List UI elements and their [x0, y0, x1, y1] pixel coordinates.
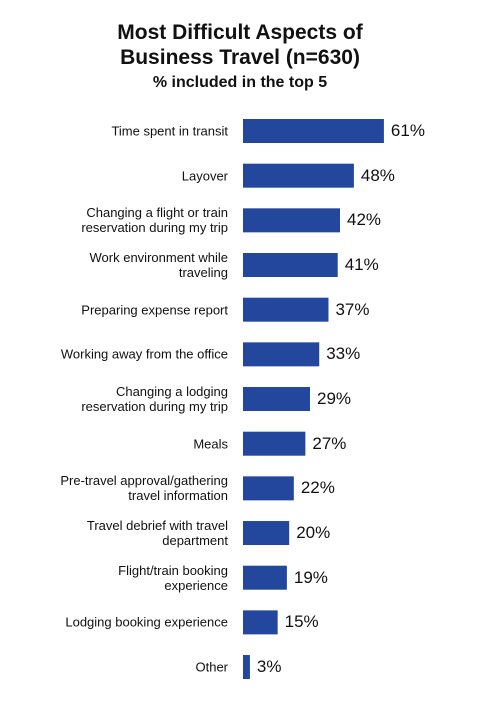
value-label: 42% [347, 210, 382, 230]
bar [243, 253, 338, 278]
value-label: 29% [316, 389, 352, 409]
value-label: 37% [335, 299, 370, 319]
category-label: Lodging booking experience [65, 614, 228, 630]
value-label: 48% [360, 165, 395, 185]
bar [243, 655, 250, 680]
bar [243, 342, 320, 367]
bar [243, 610, 278, 635]
chart-subtitle: % included in the top 5 [152, 74, 328, 91]
bar [243, 387, 310, 412]
category-label: Travel debrief with travel department [86, 518, 228, 549]
category-label: Work environment while traveling [89, 250, 228, 280]
bar [243, 431, 306, 456]
category-label: Changing a flight or train reservation d… [81, 205, 228, 236]
bar [243, 521, 290, 546]
bar [243, 163, 354, 188]
value-label: 22% [300, 478, 335, 498]
category-label: Working away from the office [60, 346, 228, 362]
value-label: 20% [296, 523, 331, 543]
category-label: Flight/train booking experience [118, 562, 228, 593]
value-label: 61% [390, 121, 425, 140]
category-label: Changing a lodging reservation during my… [81, 384, 228, 415]
category-label: Meals [193, 436, 228, 452]
category-label: Pre-travel approval/gathering travel inf… [60, 473, 228, 504]
value-label: 3% [256, 657, 282, 677]
value-label: 27% [312, 433, 347, 453]
bar [243, 476, 294, 501]
chart-title: Most Difficult Aspects of Business Trave… [117, 21, 363, 69]
bar [243, 297, 329, 322]
category-label: Time spent in transit [111, 123, 228, 139]
value-label: 41% [344, 255, 379, 274]
value-label: 33% [326, 344, 361, 364]
value-label: 19% [293, 567, 328, 587]
category-label: Other [195, 659, 228, 675]
value-label: 15% [284, 612, 319, 632]
bar [243, 208, 341, 233]
bar [243, 565, 287, 590]
category-label: Layover [181, 168, 228, 184]
bar [243, 119, 384, 143]
category-label: Preparing expense report [81, 302, 228, 318]
